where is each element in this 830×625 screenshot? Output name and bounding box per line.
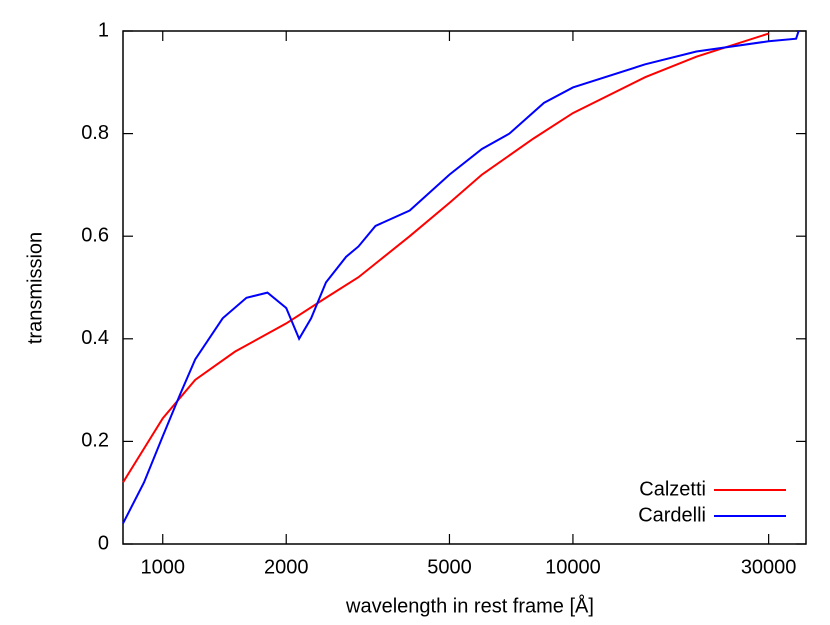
- legend-label: Cardelli: [638, 504, 706, 526]
- x-tick-label: 30000: [741, 556, 797, 578]
- x-tick-label: 5000: [427, 556, 472, 578]
- y-tick-label: 0.6: [81, 224, 109, 246]
- x-axis-label: wavelength in rest frame [Å]: [345, 594, 594, 617]
- legend-label: Calzetti: [639, 478, 706, 500]
- plot-frame: [122, 30, 807, 545]
- y-tick-label: 1: [98, 19, 109, 41]
- series-line: [122, 32, 769, 483]
- y-tick-label: 0: [98, 532, 109, 554]
- x-tick-label: 10000: [545, 556, 601, 578]
- y-tick-label: 0.8: [81, 122, 109, 144]
- x-tick-label: 2000: [264, 556, 309, 578]
- x-tick-label: 1000: [141, 556, 186, 578]
- y-tick-label: 0.2: [81, 430, 109, 452]
- series-line: [122, 30, 800, 524]
- y-axis-label: transmission: [24, 232, 46, 344]
- y-tick-label: 0.4: [81, 327, 109, 349]
